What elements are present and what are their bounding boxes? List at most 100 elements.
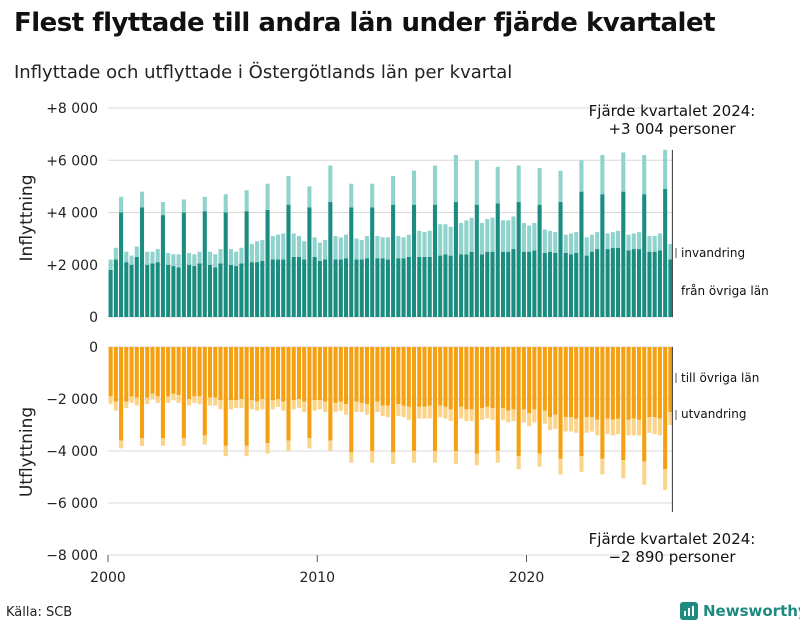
bar-utvandring — [636, 419, 642, 436]
bar-utvandring — [239, 399, 244, 409]
bar-från-övriga-län — [218, 263, 223, 317]
bar-till-övriga-län — [647, 347, 652, 418]
bar-från-övriga-län — [249, 262, 254, 317]
bar-till-övriga-län — [255, 347, 260, 402]
bar-invandring — [412, 170, 417, 205]
bar-från-övriga-län — [563, 252, 568, 317]
bar-utvandring — [417, 406, 422, 419]
bar-utvandring — [349, 452, 354, 463]
bar-till-övriga-län — [302, 347, 307, 402]
bar-utvandring — [249, 400, 254, 410]
bar-invandring — [108, 259, 113, 270]
bar-från-övriga-län — [652, 251, 657, 317]
bar-utvandring — [380, 405, 385, 416]
bar-invandring — [563, 234, 568, 253]
bar-invandring — [160, 202, 165, 216]
bar-utvandring — [354, 401, 359, 412]
bar-utvandring — [527, 413, 532, 427]
bar-invandring — [207, 251, 213, 265]
bar-invandring — [574, 232, 579, 253]
bar-utvandring — [422, 406, 427, 419]
bar-till-övriga-län — [275, 347, 281, 399]
bar-till-övriga-län — [542, 347, 547, 411]
bar-från-övriga-län — [202, 211, 207, 317]
bar-från-övriga-län — [338, 259, 343, 317]
bar-till-övriga-län — [657, 347, 662, 419]
bar-utvandring — [443, 406, 448, 419]
bar-invandring — [202, 196, 207, 212]
bar-från-övriga-län — [213, 267, 218, 317]
bar-till-övriga-län — [364, 347, 369, 405]
bar-till-övriga-län — [296, 347, 301, 399]
bar-invandring — [469, 217, 474, 252]
bar-invandring — [438, 224, 443, 256]
bar-till-övriga-län — [370, 347, 375, 451]
bar-till-övriga-län — [600, 347, 605, 459]
bar-invandring — [500, 220, 506, 252]
bar-invandring — [281, 233, 286, 260]
bar-från-övriga-län — [192, 266, 197, 317]
bar-invandring — [652, 236, 657, 252]
bar-utvandring — [197, 396, 202, 405]
bar-från-övriga-län — [532, 250, 537, 317]
bar-utvandring — [275, 399, 281, 407]
annotation-top-line1: Fjärde kvartalet 2024: — [589, 102, 756, 120]
bar-till-övriga-län — [511, 347, 516, 410]
bar-utvandring — [448, 409, 453, 422]
bar-invandring — [636, 232, 642, 250]
bar-från-övriga-län — [636, 249, 642, 317]
bar-till-övriga-län — [595, 347, 600, 420]
bar-invandring — [626, 234, 631, 251]
y-tick-label: +6 000 — [46, 153, 98, 169]
bar-invandring — [568, 233, 574, 255]
bar-till-övriga-län — [642, 347, 647, 462]
bar-utvandring — [506, 410, 511, 423]
bar-utvandring — [187, 399, 192, 406]
bar-invandring — [244, 190, 249, 212]
bar-invandring — [427, 230, 432, 257]
bar-till-övriga-län — [406, 347, 411, 407]
bar-från-övriga-län — [480, 254, 485, 317]
bar-från-övriga-län — [527, 251, 532, 317]
bar-till-övriga-län — [108, 347, 113, 397]
bar-till-övriga-län — [563, 347, 568, 418]
bar-utvandring — [485, 406, 490, 419]
bar-invandring — [605, 233, 610, 250]
bar-invandring — [312, 237, 317, 257]
bar-utvandring — [286, 440, 291, 451]
bar-utvandring — [542, 410, 547, 424]
bar-utvandring — [548, 417, 553, 431]
bar-invandring — [270, 236, 275, 260]
bar-till-övriga-län — [218, 347, 223, 401]
bar-från-övriga-län — [391, 204, 396, 317]
bar-utvandring — [150, 393, 155, 399]
bar-från-övriga-län — [422, 256, 427, 317]
bar-från-övriga-län — [621, 191, 626, 317]
bar-från-övriga-län — [291, 256, 296, 317]
bar-från-övriga-län — [139, 207, 145, 317]
bar-invandring — [260, 239, 265, 261]
bar-från-övriga-län — [464, 254, 469, 317]
bar-utvandring — [563, 417, 568, 432]
bar-från-övriga-län — [255, 262, 260, 317]
bar-utvandring — [370, 451, 375, 463]
y-tick-label: +2 000 — [46, 258, 98, 274]
bar-utvandring — [537, 453, 542, 467]
bar-utvandring — [406, 406, 411, 420]
bar-från-övriga-län — [354, 259, 359, 317]
bar-utvandring — [647, 417, 652, 433]
y-tick-label: +8 000 — [46, 101, 98, 117]
bar-invandring — [600, 155, 605, 195]
bar-från-övriga-län — [574, 252, 579, 317]
bar-utvandring — [317, 400, 322, 410]
bar-från-övriga-län — [375, 258, 380, 317]
bar-invandring — [406, 234, 411, 257]
bar-invandring — [391, 175, 396, 205]
bar-invandring — [464, 220, 469, 255]
bar-invandring — [432, 165, 438, 205]
bar-invandring — [375, 236, 380, 259]
bar-till-övriga-län — [380, 347, 385, 406]
bar-invandring — [275, 234, 281, 260]
chart-subtitle: Inflyttade och utflyttade i Östergötland… — [14, 62, 513, 83]
bar-utvandring — [166, 396, 171, 403]
